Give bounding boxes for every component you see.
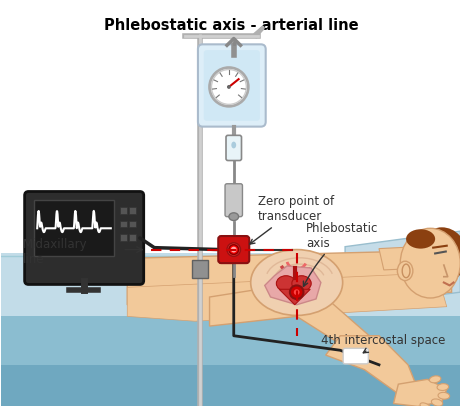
Polygon shape [279, 289, 310, 305]
Ellipse shape [437, 384, 449, 390]
Circle shape [231, 247, 237, 252]
Polygon shape [210, 282, 369, 353]
Circle shape [229, 245, 238, 254]
Ellipse shape [406, 229, 435, 249]
Bar [129, 207, 136, 214]
Bar [120, 234, 127, 241]
Ellipse shape [420, 403, 431, 410]
Circle shape [290, 285, 303, 299]
Polygon shape [345, 231, 460, 307]
Ellipse shape [417, 227, 467, 283]
Ellipse shape [429, 376, 441, 383]
FancyBboxPatch shape [225, 184, 243, 217]
Bar [34, 200, 114, 256]
Text: Zero point of
transducer: Zero point of transducer [250, 195, 334, 244]
Bar [129, 221, 136, 227]
Polygon shape [127, 251, 452, 307]
Polygon shape [326, 336, 418, 394]
Ellipse shape [231, 142, 236, 148]
Polygon shape [379, 247, 428, 270]
Ellipse shape [229, 213, 238, 221]
Circle shape [227, 243, 240, 256]
Text: Phlebostatic axis - arterial line: Phlebostatic axis - arterial line [103, 18, 358, 33]
Bar [1, 316, 460, 406]
Text: Midaxillary
line: Midaxillary line [23, 238, 87, 266]
FancyBboxPatch shape [343, 348, 368, 364]
Ellipse shape [438, 392, 450, 399]
FancyBboxPatch shape [192, 260, 208, 278]
Bar [129, 234, 136, 241]
Text: Phlebostatic
axis: Phlebostatic axis [303, 221, 379, 286]
Circle shape [294, 289, 300, 295]
FancyBboxPatch shape [25, 192, 144, 285]
Ellipse shape [400, 228, 460, 298]
Ellipse shape [431, 399, 443, 406]
FancyBboxPatch shape [204, 50, 260, 121]
Text: 4th intercostal space: 4th intercostal space [321, 334, 445, 353]
FancyBboxPatch shape [198, 44, 266, 127]
Circle shape [227, 85, 231, 89]
Ellipse shape [397, 261, 413, 280]
Circle shape [210, 68, 248, 106]
Polygon shape [127, 273, 447, 321]
Bar [120, 207, 127, 214]
Bar [1, 365, 460, 406]
Bar [1, 254, 460, 406]
Ellipse shape [251, 249, 343, 316]
FancyBboxPatch shape [218, 236, 249, 263]
Bar [120, 221, 127, 227]
Polygon shape [393, 379, 447, 406]
Ellipse shape [292, 276, 311, 291]
Polygon shape [265, 266, 321, 305]
FancyBboxPatch shape [226, 135, 241, 161]
Ellipse shape [276, 276, 296, 291]
